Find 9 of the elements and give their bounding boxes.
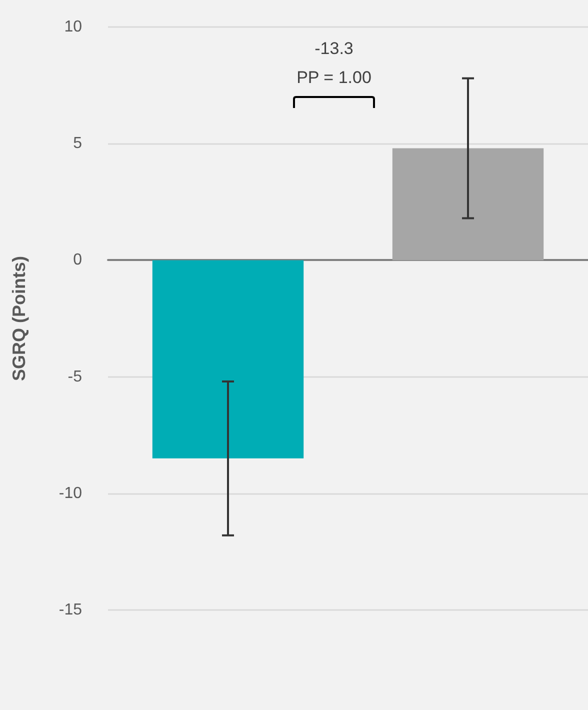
y-tick-label: -15 xyxy=(58,602,82,618)
annotation: PP = 1.00 xyxy=(296,68,372,88)
y-tick-label: -5 xyxy=(68,368,82,386)
annotation: -13.3 xyxy=(314,39,354,59)
y-tick-label: 0 xyxy=(73,252,82,269)
y-axis-title: SGRQ (Points) xyxy=(9,256,29,381)
y-tick-label: 5 xyxy=(73,135,82,152)
y-tick-label: -10 xyxy=(58,484,82,502)
y-tick-label: 10 xyxy=(64,18,82,36)
